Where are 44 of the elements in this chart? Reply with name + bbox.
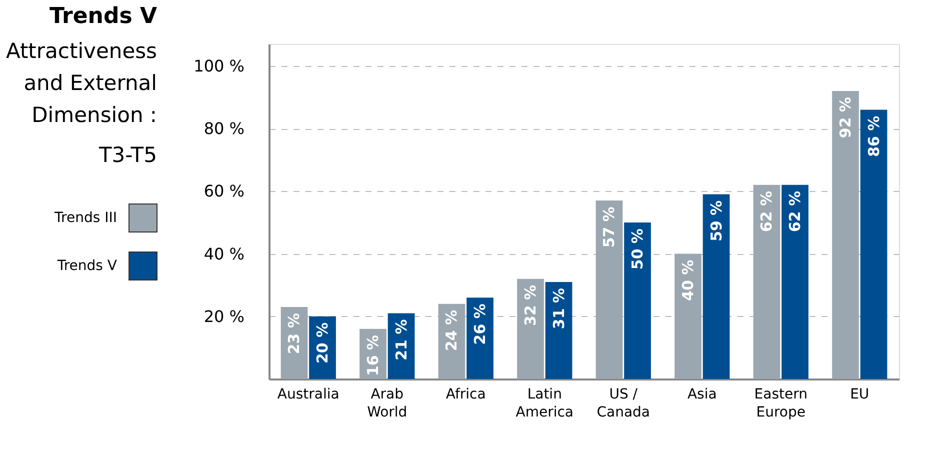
bar [545,282,572,379]
data-label: 62 % [758,190,776,232]
data-label: 26 % [471,304,490,345]
data-label: 92 % [836,96,854,138]
data-label: 62 % [786,190,804,232]
bar [860,110,888,379]
data-label: 23 % [285,312,304,354]
bar [674,254,702,379]
data-label: 31 % [550,288,568,330]
data-label: 86 % [864,116,883,157]
x-tick-label: US / Canada [596,386,650,420]
text: Attractiveness and External Dimension : T3-T5 [6,39,157,167]
x-tick-label: Eastern Europe [754,386,808,420]
bar [596,200,623,379]
x-tick-label: Latin America [516,386,574,420]
x-tick-label: Asia [687,386,717,402]
data-label: 20 % [314,322,332,364]
bar [782,184,808,379]
data-label: 32 % [521,284,540,326]
bar [832,90,859,379]
bar [466,298,494,379]
data-label: 57 % [600,206,618,248]
y-tick-label: 20 % [204,306,244,326]
y-tick-label: 100 % [194,56,244,76]
legend-label: Trends III [54,210,117,226]
y-tick-label: 40 % [204,244,244,264]
data-label: 50 % [628,228,647,270]
y-tick-label: 60 % [204,182,244,201]
data-label: 24 % [442,310,461,351]
chart-title: Trends V [49,4,157,29]
data-label: 40 % [678,260,697,301]
data-label: 16 % [364,334,382,376]
bar [517,278,544,379]
x-tick-label: Australia [277,386,340,402]
bar [753,184,780,379]
x-tick-label: Arab World [367,386,408,420]
x-tick-label: EU [850,386,870,402]
legend-label: Trends V [56,258,118,274]
bar [624,222,651,379]
data-label: 59 % [707,200,726,242]
bar [702,194,730,379]
data-label: 21 % [392,319,410,360]
x-tick-label: Africa [446,386,486,402]
y-tick-label: 80 % [204,119,244,138]
